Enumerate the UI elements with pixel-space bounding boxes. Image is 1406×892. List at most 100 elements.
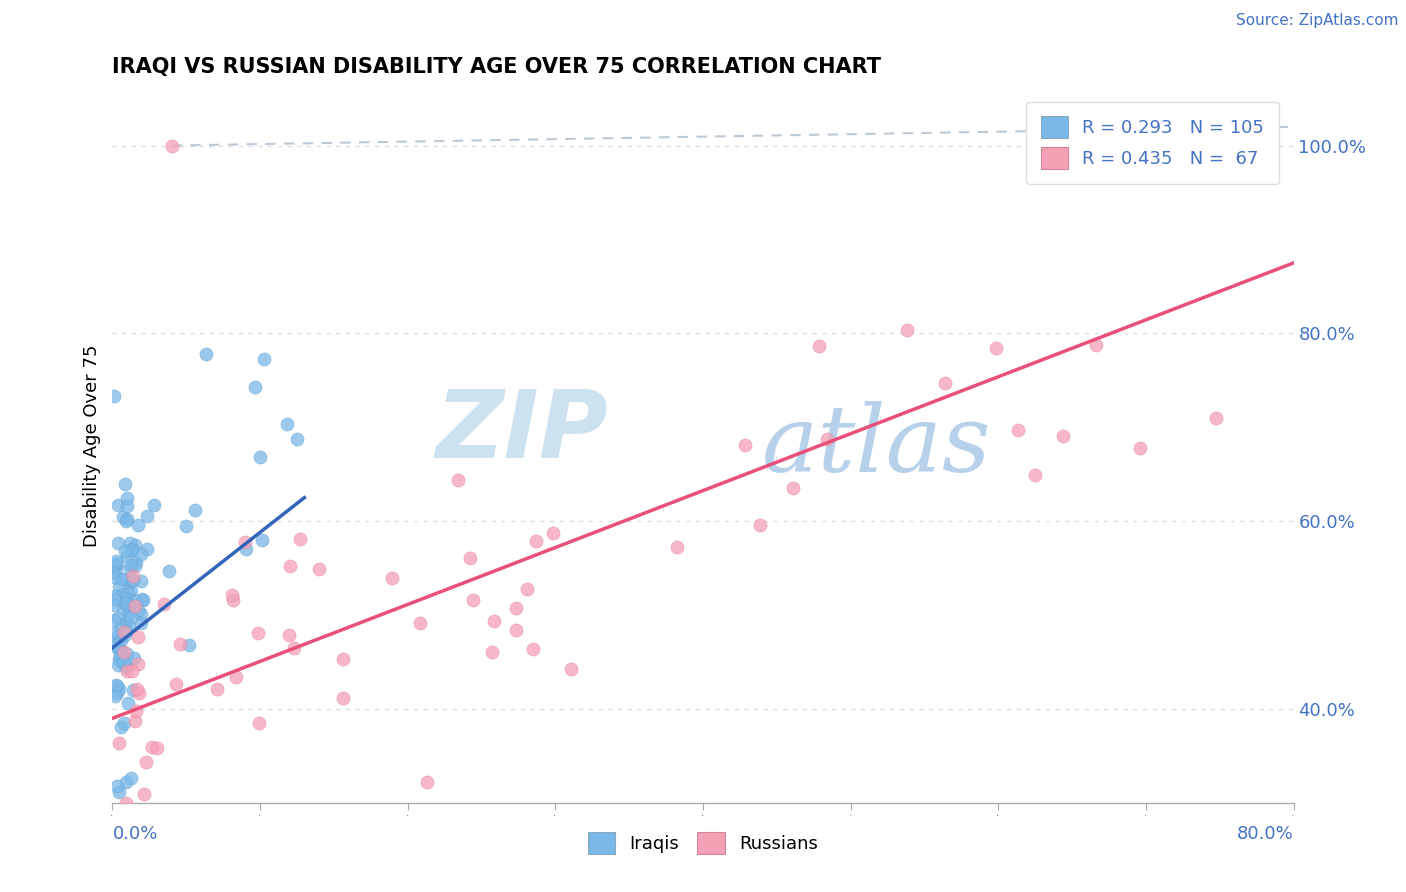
Point: [112, 572, 135, 586]
Point: [118, 574, 141, 589]
Point: [105, 686, 128, 700]
Point: [115, 549, 138, 564]
Point: [1024, 467, 1046, 482]
Point: [112, 655, 135, 669]
Point: [416, 774, 439, 789]
Point: [127, 603, 149, 617]
Point: [221, 588, 243, 602]
Point: [332, 652, 354, 666]
Point: [288, 532, 311, 546]
Point: [280, 559, 302, 574]
Point: [782, 481, 804, 495]
Text: Source: ZipAtlas.com: Source: ZipAtlas.com: [1236, 13, 1399, 29]
Point: [114, 627, 136, 641]
Point: [114, 775, 136, 789]
Point: [541, 525, 564, 540]
Point: [108, 785, 131, 799]
Point: [115, 491, 138, 506]
Point: [253, 352, 276, 367]
Point: [222, 593, 245, 607]
Point: [132, 787, 155, 801]
Point: [103, 591, 125, 606]
Point: [135, 755, 157, 769]
Point: [120, 771, 142, 785]
Point: [169, 637, 191, 651]
Point: [157, 564, 180, 578]
Point: [285, 432, 308, 446]
Point: [121, 664, 143, 678]
Point: [110, 645, 132, 659]
Point: [249, 450, 271, 465]
Point: [463, 592, 485, 607]
Point: [107, 536, 129, 550]
Point: [108, 649, 131, 664]
Point: [142, 498, 165, 512]
Point: [118, 536, 141, 550]
Point: [107, 610, 129, 624]
Point: [127, 630, 149, 644]
Point: [124, 538, 146, 552]
Point: [105, 779, 128, 793]
Point: [145, 741, 167, 756]
Point: [505, 623, 527, 637]
Point: [896, 323, 918, 337]
Point: [120, 584, 142, 599]
Point: [117, 607, 139, 621]
Point: [107, 498, 129, 512]
Point: [114, 660, 136, 674]
Point: [120, 558, 142, 572]
Point: [115, 514, 138, 528]
Point: [107, 679, 129, 693]
Point: [110, 655, 132, 669]
Point: [108, 646, 131, 660]
Point: [247, 716, 270, 731]
Point: [103, 388, 125, 402]
Point: [104, 626, 127, 640]
Point: [276, 417, 298, 432]
Point: [815, 432, 838, 446]
Point: [117, 592, 139, 607]
Point: [165, 677, 187, 691]
Point: [124, 599, 146, 614]
Point: [235, 535, 257, 549]
Point: [117, 586, 139, 600]
Point: [505, 600, 527, 615]
Point: [560, 662, 582, 676]
Point: [129, 547, 152, 561]
Point: [136, 509, 159, 524]
Point: [516, 582, 538, 596]
Point: [112, 625, 135, 640]
Point: [131, 593, 153, 607]
Text: IRAQI VS RUSSIAN DISABILITY AGE OVER 75 CORRELATION CHART: IRAQI VS RUSSIAN DISABILITY AGE OVER 75 …: [112, 56, 882, 77]
Point: [115, 500, 138, 514]
Point: [808, 339, 831, 353]
Point: [481, 645, 503, 659]
Point: [115, 512, 138, 526]
Point: [194, 347, 217, 361]
Point: [121, 542, 143, 557]
Point: [120, 543, 142, 558]
Point: [129, 607, 152, 621]
Point: [120, 610, 142, 624]
Point: [205, 681, 228, 696]
Point: [112, 509, 135, 524]
Point: [179, 638, 201, 652]
Point: [111, 600, 134, 615]
Point: [107, 658, 129, 673]
Point: [245, 380, 267, 394]
Point: [122, 651, 145, 665]
Point: [129, 574, 152, 589]
Point: [408, 615, 430, 630]
Point: [246, 626, 269, 640]
Point: [105, 678, 128, 692]
Text: 0.0%: 0.0%: [112, 825, 157, 843]
Point: [124, 714, 146, 728]
Point: [118, 604, 141, 618]
Point: [734, 438, 756, 452]
Point: [136, 542, 159, 557]
Point: [131, 592, 153, 607]
Point: [104, 557, 127, 571]
Point: [984, 341, 1007, 355]
Point: [666, 540, 689, 554]
Point: [114, 477, 136, 491]
